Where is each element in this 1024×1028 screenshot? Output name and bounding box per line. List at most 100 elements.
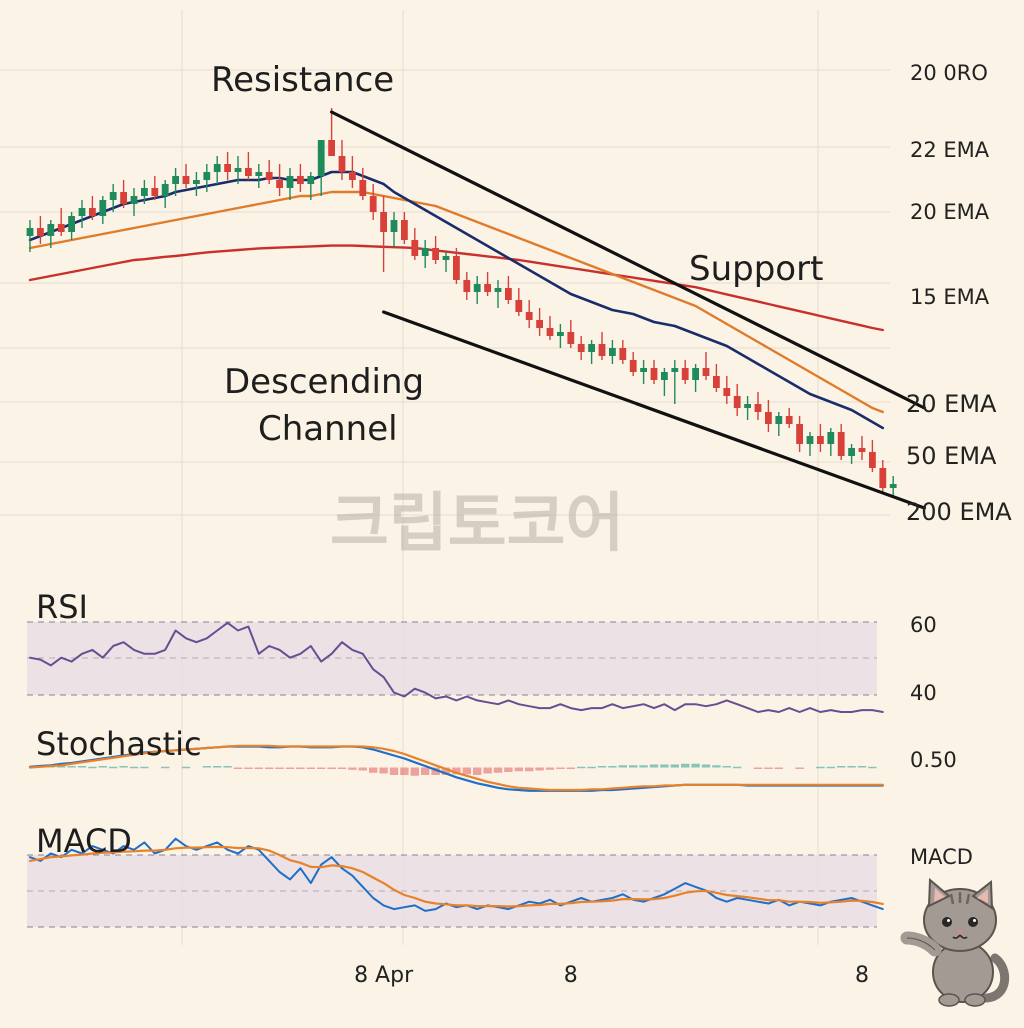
candle-body-77 bbox=[827, 432, 835, 444]
candle-body-25 bbox=[286, 176, 294, 188]
candle-body-64 bbox=[692, 368, 699, 380]
macd-line bbox=[29, 837, 884, 912]
candle-66 bbox=[713, 364, 720, 392]
candle-4 bbox=[68, 212, 75, 240]
candle-body-29 bbox=[328, 140, 335, 156]
candle-52 bbox=[567, 320, 575, 348]
stochastic-bar-7 bbox=[98, 766, 107, 768]
candle-body-44 bbox=[484, 284, 491, 292]
candle-body-11 bbox=[141, 188, 148, 196]
candle-body-2 bbox=[47, 224, 55, 236]
watermark: 크립토코어 bbox=[330, 487, 624, 561]
candle-17 bbox=[203, 164, 211, 192]
stochastic-bar-15 bbox=[181, 766, 191, 769]
candle-body-22 bbox=[255, 172, 263, 176]
stochastic-bar-25 bbox=[285, 767, 295, 769]
stochastic-d-line bbox=[28, 744, 884, 792]
candle-body-76 bbox=[817, 436, 824, 444]
candle-body-81 bbox=[869, 452, 876, 468]
candle-5 bbox=[78, 200, 86, 228]
candle-body-38 bbox=[421, 248, 429, 256]
rsi-line bbox=[29, 621, 884, 713]
stochastic-bar-13 bbox=[161, 766, 170, 769]
candle-59 bbox=[640, 360, 647, 384]
rsi-lower-label: 40 bbox=[910, 681, 937, 705]
stochastic-bar-43 bbox=[473, 767, 482, 775]
cat-mascot bbox=[900, 877, 1010, 1007]
candle-50 bbox=[546, 316, 554, 340]
descending-annotation: Descending bbox=[224, 362, 424, 402]
candle-body-68 bbox=[733, 396, 741, 408]
candle-68 bbox=[733, 384, 741, 416]
candle-body-0 bbox=[26, 228, 34, 236]
candle-41 bbox=[453, 248, 460, 284]
candle-body-83 bbox=[889, 484, 897, 488]
candle-61 bbox=[661, 368, 668, 396]
stochastic-bar-39 bbox=[431, 767, 440, 775]
candle-62 bbox=[671, 360, 679, 404]
candle-body-74 bbox=[796, 424, 803, 444]
candle-body-24 bbox=[276, 180, 283, 188]
candle-body-4 bbox=[68, 216, 75, 232]
x-axis: 8 Apr 8 8 bbox=[354, 963, 869, 988]
candle-body-78 bbox=[837, 432, 845, 456]
stochastic-bar-74 bbox=[795, 767, 804, 769]
candle-body-13 bbox=[161, 184, 169, 196]
candle-body-46 bbox=[505, 288, 512, 300]
stochastic-bar-62 bbox=[670, 764, 679, 768]
candle-body-9 bbox=[120, 192, 127, 204]
stochastic-bar-11 bbox=[140, 766, 149, 769]
candle-28 bbox=[317, 140, 325, 196]
candle-body-26 bbox=[297, 176, 304, 184]
stochastic-bar-66 bbox=[712, 765, 721, 768]
candle-20 bbox=[234, 156, 242, 184]
stochastic-bar-50 bbox=[545, 767, 555, 770]
macd-lines bbox=[28, 837, 884, 912]
right-axis-label-2: 22 EMA bbox=[910, 138, 990, 162]
candle-32 bbox=[359, 168, 367, 200]
stochastic-bar-56 bbox=[608, 766, 617, 768]
candle-48 bbox=[525, 300, 533, 328]
candle-body-65 bbox=[702, 368, 710, 376]
candle-58 bbox=[629, 352, 637, 376]
candle-72 bbox=[775, 412, 783, 436]
rsi-band bbox=[27, 622, 877, 695]
stochastic-bar-9 bbox=[119, 766, 128, 768]
candle-83 bbox=[889, 476, 897, 496]
candle-15 bbox=[182, 164, 190, 188]
stochastic-bar-80 bbox=[857, 766, 867, 768]
stochastic-bar-49 bbox=[535, 767, 544, 771]
candle-body-63 bbox=[681, 368, 689, 380]
ema-50-line bbox=[28, 170, 885, 430]
candle-67 bbox=[723, 376, 731, 404]
macd-axis-label: MACD bbox=[910, 845, 973, 869]
candle-body-56 bbox=[609, 348, 616, 356]
stochastic-bar-29 bbox=[327, 767, 336, 769]
candle-47 bbox=[515, 288, 523, 316]
candle-body-35 bbox=[390, 220, 398, 232]
candle-body-5 bbox=[78, 208, 86, 216]
rsi-upper-label: 60 bbox=[910, 613, 937, 637]
stochastic-bar-58 bbox=[629, 765, 638, 768]
candle-body-52 bbox=[567, 332, 575, 344]
candle-body-27 bbox=[307, 176, 315, 184]
candle-body-53 bbox=[577, 344, 585, 352]
candle-body-51 bbox=[557, 332, 564, 336]
candle-60 bbox=[650, 360, 658, 384]
candle-12 bbox=[151, 176, 159, 200]
candle-body-19 bbox=[224, 164, 231, 172]
candle-73 bbox=[785, 408, 793, 428]
stochastic-bar-68 bbox=[733, 766, 742, 769]
candle-63 bbox=[681, 360, 689, 384]
candle-51 bbox=[557, 324, 564, 348]
ema-legend: 20 EMA 50 EMA 200 EMA bbox=[906, 390, 1012, 526]
candle-body-40 bbox=[442, 256, 450, 260]
candle-70 bbox=[754, 392, 762, 420]
stochastic-bar-10 bbox=[129, 766, 139, 769]
candle-body-61 bbox=[661, 372, 668, 380]
candle-body-66 bbox=[713, 376, 720, 388]
stochastic-bar-18 bbox=[213, 766, 222, 768]
stochastic-bar-81 bbox=[868, 766, 877, 769]
